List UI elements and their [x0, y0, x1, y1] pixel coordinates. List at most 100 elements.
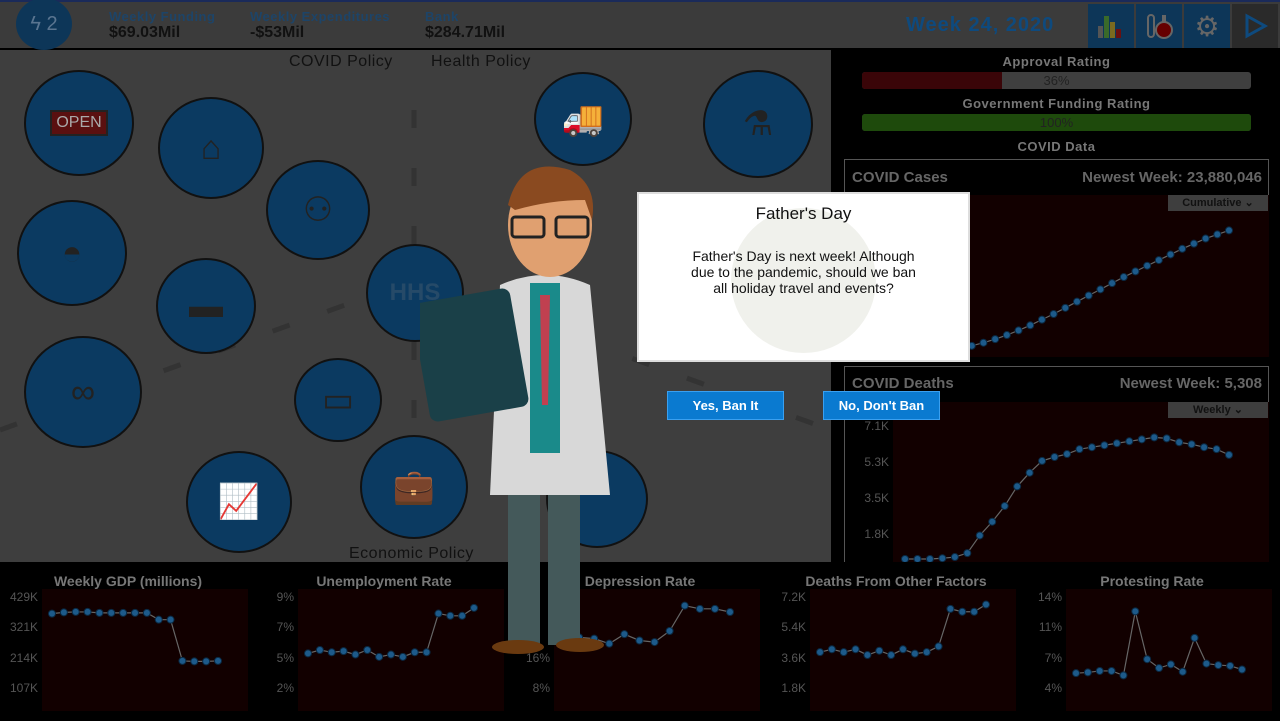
data-point	[946, 604, 955, 613]
deaths-mode-dropdown[interactable]: Weekly ⌄	[1168, 402, 1268, 418]
gear-icon: ⚙	[1194, 10, 1220, 42]
covid-deaths-panel: COVID Deaths Newest Week: 5,308 Weekly ⌄…	[844, 366, 1269, 563]
data-point	[446, 611, 455, 620]
data-point	[710, 604, 719, 613]
data-point	[95, 608, 104, 617]
data-point	[1175, 438, 1184, 447]
y-tick: 11%	[1038, 620, 1062, 634]
data-point	[119, 608, 128, 617]
stats-button[interactable]	[1088, 4, 1134, 48]
chart-plot	[298, 589, 504, 711]
data-point	[1187, 440, 1196, 449]
chart-title: Unemployment Rate	[316, 573, 452, 589]
data-point	[214, 656, 222, 665]
chart-plot	[42, 589, 248, 711]
data-point	[863, 651, 872, 660]
data-point	[816, 648, 824, 657]
data-point	[1075, 445, 1084, 454]
data-point	[1119, 671, 1128, 680]
y-tick: 4%	[1044, 681, 1062, 695]
y-tick: 214K	[9, 651, 38, 665]
energy-badge[interactable]: ϟ 2	[16, 0, 72, 50]
data-point	[851, 645, 860, 654]
data-point	[1131, 607, 1140, 616]
data-point	[979, 338, 988, 347]
data-point	[315, 646, 324, 654]
data-point	[1037, 315, 1046, 324]
funding-fill	[862, 114, 1251, 131]
social-distance-icon[interactable]: ⚇	[266, 160, 370, 260]
data-point	[304, 649, 312, 658]
data-point	[680, 601, 689, 610]
data-point	[726, 608, 734, 616]
data-point	[410, 648, 419, 657]
approval-label: Approval Rating	[1002, 54, 1111, 69]
data-point	[1026, 321, 1035, 330]
data-point	[875, 646, 884, 655]
data-point	[1095, 666, 1104, 675]
mini-chart: Weekly GDP (millions) 429K 321K 214K 107K	[0, 562, 256, 721]
data-point	[1096, 285, 1105, 294]
data-point	[154, 615, 163, 624]
data-point	[1013, 482, 1022, 491]
lab-flask-icon	[1147, 14, 1173, 39]
no-dont-ban-button[interactable]: No, Don't Ban	[823, 391, 940, 420]
y-tick: 5.4K	[781, 620, 806, 634]
data-point	[695, 604, 704, 613]
data-point	[665, 627, 674, 635]
chart-title: Depression Rate	[584, 573, 696, 589]
data-point	[48, 609, 56, 618]
data-point	[1061, 303, 1070, 312]
funding-rating-label: Government Funding Rating	[962, 96, 1151, 111]
data-point	[1025, 468, 1034, 477]
house-icon[interactable]: ⌂	[158, 97, 264, 199]
weekly-expenditures: Weekly Expenditures -$53Mil	[250, 9, 390, 42]
label: Weekly Expenditures	[250, 9, 391, 24]
data-point	[1137, 435, 1146, 444]
briefcase-icon[interactable]: 💼	[360, 435, 468, 539]
yes-ban-button[interactable]: Yes, Ban It	[667, 391, 784, 420]
play-button[interactable]	[1232, 4, 1278, 48]
hhs-icon[interactable]: HHS	[366, 244, 464, 342]
truck-icon[interactable]: 🚚	[534, 72, 632, 166]
open-sign-icon[interactable]: OPEN	[24, 70, 134, 176]
week-label: Week 24, 2020	[906, 14, 1055, 36]
covid-data-label: COVID Data	[1017, 139, 1096, 154]
face-mask-icon[interactable]: ◓	[17, 200, 127, 306]
chart-title: Weekly GDP (millions)	[53, 573, 203, 589]
data-point	[1150, 433, 1159, 442]
money-wallet-icon[interactable]: ▭	[294, 358, 382, 442]
cases-mode-dropdown[interactable]: Cumulative ⌄	[1168, 195, 1268, 211]
y-tick: 5%	[276, 651, 294, 665]
data-point	[327, 648, 336, 657]
test-tubes-icon[interactable]: ⚗	[703, 70, 813, 178]
data-point	[1155, 664, 1163, 673]
stock-chart-icon[interactable]: 📈	[186, 451, 292, 553]
data-point	[1038, 456, 1047, 465]
data-point	[975, 531, 984, 540]
chart-title: Protesting Rate	[1100, 573, 1204, 589]
data-point	[934, 642, 943, 651]
data-point	[375, 652, 384, 661]
data-point	[1112, 439, 1121, 448]
mini-chart: Protesting Rate 14% 11% 7% 4%	[1024, 562, 1280, 721]
tank-icon[interactable]: ▬	[156, 258, 256, 354]
settings-button[interactable]: ⚙	[1184, 4, 1230, 48]
y-tick: 2%	[276, 681, 294, 695]
data-point	[1166, 660, 1175, 669]
data-point	[178, 656, 187, 665]
data-point	[1143, 655, 1152, 664]
data-point	[1213, 230, 1222, 239]
y-tick: 5.3K	[864, 455, 889, 469]
handcuffs-icon[interactable]: ∞	[24, 336, 142, 448]
data-point	[1190, 633, 1199, 642]
data-point	[363, 646, 372, 654]
research-button[interactable]	[1136, 4, 1182, 48]
doctor-advisor	[420, 166, 610, 654]
data-point	[827, 645, 836, 654]
data-point	[1107, 666, 1116, 675]
mini-chart: Deaths From Other Factors 7.2K 5.4K 3.6K 1.8…	[768, 562, 1024, 721]
label: Bank	[425, 9, 459, 24]
y-tick: 429K	[9, 590, 38, 604]
data-point	[1084, 291, 1093, 300]
